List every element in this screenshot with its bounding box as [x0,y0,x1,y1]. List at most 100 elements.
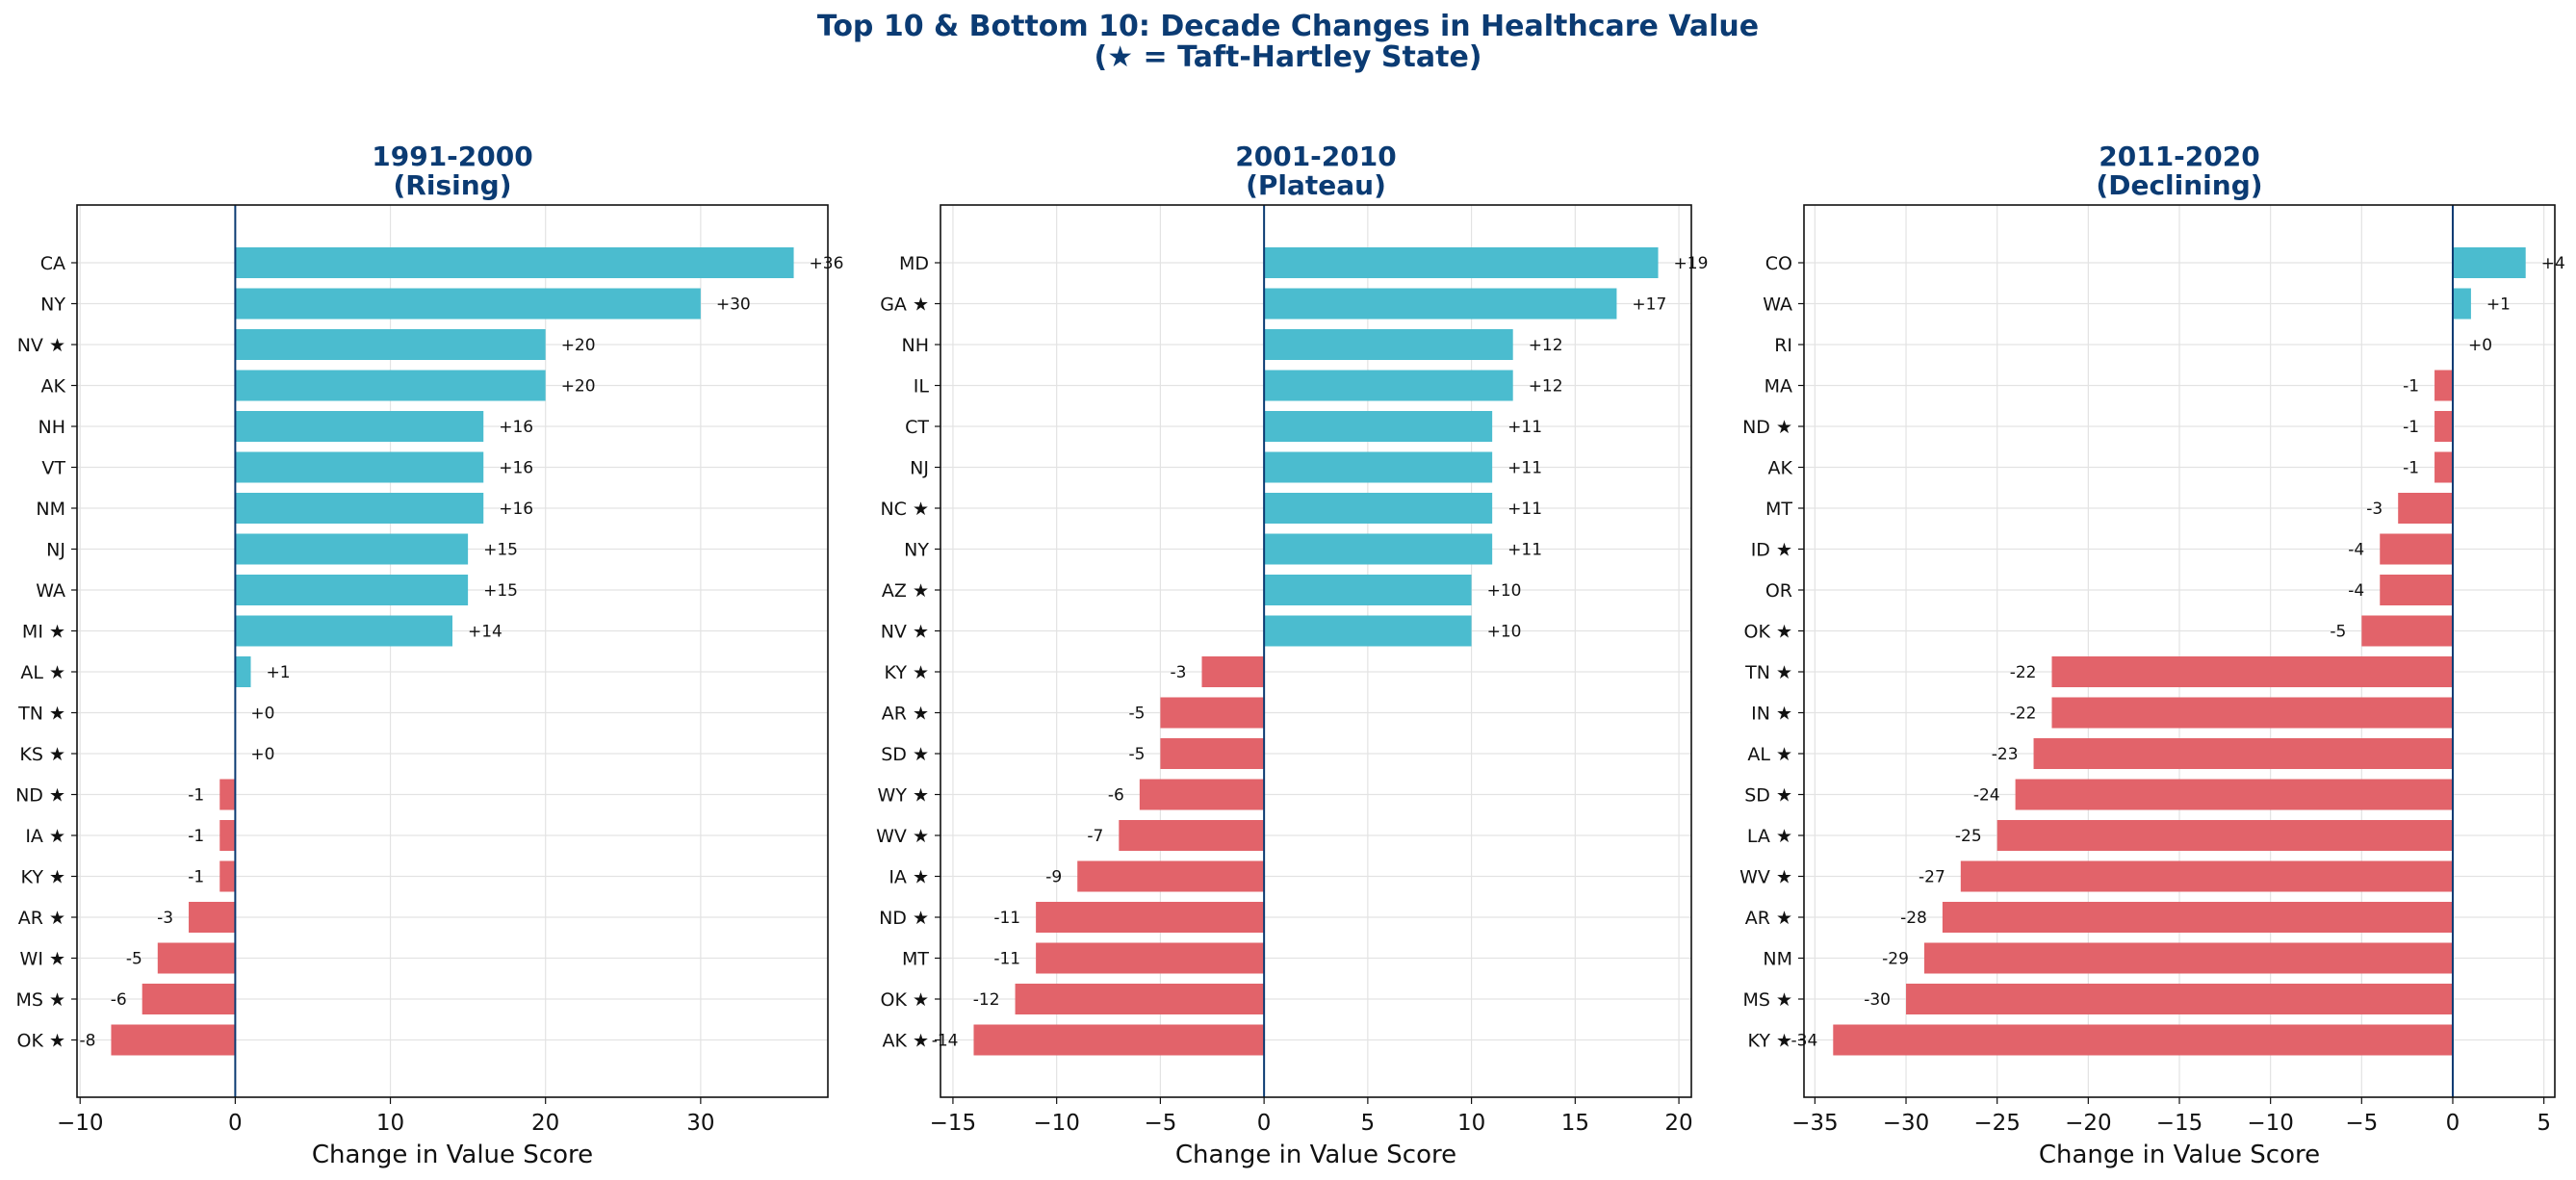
x-tick-label: 20 [531,1111,559,1136]
bar [2015,779,2453,810]
data-label: -28 [1900,909,1927,928]
panel-subtitle: (Rising) [394,169,512,201]
plot-frame [76,204,829,1098]
panel-subtitle: (Plateau) [1246,169,1386,201]
y-tick-label: MA [1765,376,1792,398]
bar [1264,533,1493,565]
data-label: -11 [993,950,1020,969]
figure-title-line2: (★ = Taft-Hartley State) [1094,40,1481,74]
x-tick-label: 15 [1561,1111,1589,1136]
y-tick-label: MT [902,949,929,970]
bar [157,942,236,974]
x-axis-label: Change in Value Score [1175,1141,1456,1169]
y-tick-label: OK ★ [1744,622,1793,643]
y-tick-label: NV ★ [17,335,65,356]
bar [1923,942,2453,974]
y-tick-label: NV ★ [881,622,929,643]
data-label: +11 [1507,541,1542,560]
bar [1942,902,2453,933]
data-label: -23 [1992,745,2019,764]
data-label: -9 [1045,868,1062,887]
y-tick-label: KY ★ [1748,1031,1792,1052]
bar [1264,615,1472,647]
data-label: -11 [993,909,1020,928]
y-tick-label: MS ★ [15,989,65,1011]
bar [1160,697,1265,729]
y-tick-label: AL ★ [1747,744,1792,765]
bar [1264,411,1493,442]
data-label: +0 [250,745,274,764]
data-label: -7 [1087,827,1103,846]
y-tick-label: OR [1765,580,1792,602]
bar [1996,820,2453,851]
bar [235,288,701,320]
y-tick-label: ND ★ [879,908,929,929]
bar [1264,329,1513,360]
data-label: +16 [499,459,533,478]
data-label: +10 [1487,581,1522,601]
data-label: +20 [561,336,596,355]
data-label: -3 [157,909,173,928]
y-tick-label: TN ★ [1744,662,1792,683]
panel-title: 2011-2020 [2099,141,2259,172]
y-tick-label: NM [36,499,65,520]
bar [1119,820,1265,851]
bar [1264,451,1493,483]
bar [2452,288,2471,320]
x-tick-label: −20 [2065,1111,2112,1136]
y-tick-label: OK ★ [17,1031,66,1052]
bar [1139,779,1265,810]
x-tick-label: 0 [1257,1111,1272,1136]
x-tick-label: 5 [1361,1111,1376,1136]
bar [219,779,236,810]
data-label: -5 [1128,705,1145,724]
y-tick-label: RI [1774,335,1792,356]
data-label: +11 [1507,418,1542,437]
x-axis-label: Change in Value Score [312,1141,593,1169]
figure-title-line1: Top 10 & Bottom 10: Decade Changes in He… [817,10,1759,43]
x-tick-label: −10 [2247,1111,2294,1136]
y-tick-label: VT [41,458,65,479]
y-tick-label: AZ ★ [882,580,929,602]
data-label: -30 [1864,990,1891,1010]
y-tick-label: ND ★ [1742,417,1792,438]
bar [2398,493,2453,524]
data-label: -25 [1955,827,1982,846]
data-label: -5 [1128,745,1145,764]
x-tick-label: 10 [1457,1111,1485,1136]
data-label: -4 [2348,581,2364,601]
x-tick-label: −10 [1033,1111,1080,1136]
data-label: -1 [188,786,204,806]
x-tick-label: 0 [228,1111,243,1136]
x-tick-label: 30 [686,1111,714,1136]
bar [235,247,794,278]
y-tick-label: CA [40,253,65,274]
x-tick-label: 20 [1664,1111,1692,1136]
y-tick-label: WV ★ [876,826,929,847]
y-tick-label: AK ★ [882,1031,929,1052]
data-label: +0 [250,705,274,724]
bar [1264,247,1659,278]
y-tick-label: CO [1765,253,1792,274]
x-tick-label: −10 [57,1111,104,1136]
y-tick-label: NY [40,295,65,316]
y-tick-label: ND ★ [15,785,65,807]
bar [2434,411,2453,442]
y-tick-label: WI ★ [20,949,65,970]
data-label: -1 [2403,377,2419,397]
bar [1036,902,1265,933]
y-tick-label: ID ★ [1751,540,1792,561]
data-label: -3 [2366,500,2383,519]
y-tick-label: AK [1768,458,1793,479]
data-label: +10 [1487,623,1522,642]
y-tick-label: SD ★ [881,744,929,765]
data-label: -1 [188,827,204,846]
bar [111,1024,236,1056]
y-tick-label: MS ★ [1742,989,1792,1011]
data-label: +0 [2468,336,2492,355]
data-label: -24 [1973,786,2000,806]
panel-title: 1991-2000 [372,141,532,172]
data-label: +11 [1507,500,1542,519]
bar [142,984,236,1014]
